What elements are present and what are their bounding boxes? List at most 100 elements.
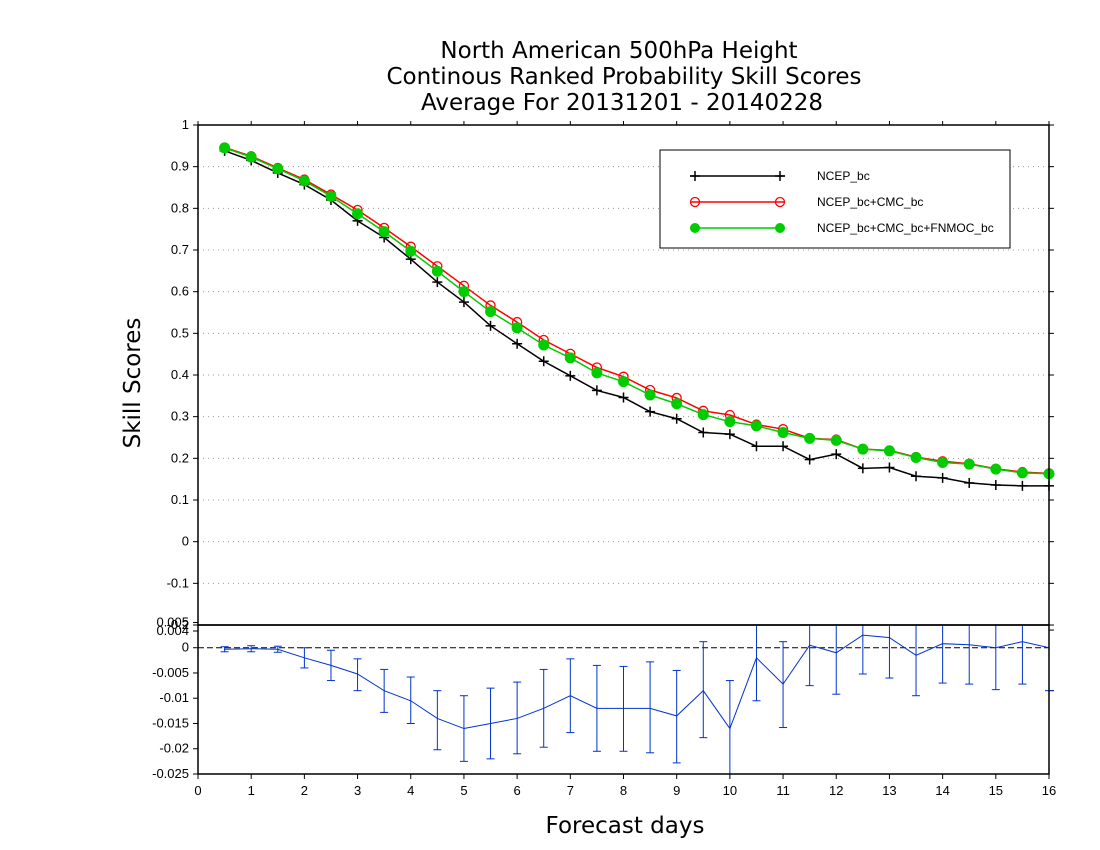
chart-title-line-1: North American 500hPa Height: [440, 38, 797, 64]
data-point: [485, 320, 496, 331]
y-tick-label: 0.5: [171, 325, 189, 340]
legend-marker: [774, 196, 786, 208]
data-point: [378, 226, 390, 238]
y-tick-label: 0.4: [171, 367, 189, 382]
data-point: [618, 392, 629, 403]
x-axis-title: Forecast days: [546, 813, 705, 839]
data-point: [831, 449, 842, 460]
y-tick-label: -0.1: [167, 575, 189, 590]
data-point: [565, 370, 576, 381]
y-tick-label: 0.2: [171, 450, 189, 465]
data-point: [724, 416, 736, 428]
main-plot-panel: 1 0.9 0.8 0.7 0.6 0.5 0.4 0.3 0.2 0.1 0 -0.1 -0.2: [167, 117, 1055, 632]
data-point: [750, 420, 762, 432]
data-point: [1016, 467, 1028, 479]
x-tick-label: 4: [407, 783, 414, 798]
diff-y-tick-label: 0: [182, 640, 189, 655]
data-point: [937, 472, 948, 483]
x-tick-label: 3: [354, 783, 361, 798]
data-point: [645, 406, 656, 417]
data-point: [937, 457, 949, 468]
data-point: [671, 398, 683, 410]
y-tick-label: 0.3: [171, 409, 189, 424]
diff-y-tick-label: -0.02: [159, 741, 189, 756]
data-point: [963, 458, 975, 470]
data-point: [485, 306, 497, 318]
data-point: [697, 409, 709, 421]
x-tick-label: 1: [248, 783, 255, 798]
data-point: [804, 454, 815, 465]
legend-marker: [690, 223, 700, 233]
x-tick-label: 6: [514, 783, 521, 798]
data-point: [591, 367, 603, 379]
data-point: [804, 432, 816, 444]
x-tick-label: 2: [301, 783, 308, 798]
x-tick-label: 11: [776, 783, 790, 798]
legend-label: NCEP_bc+CMC_bc+FNMOC_bc: [817, 221, 994, 235]
data-point: [883, 445, 895, 457]
data-point: [512, 338, 523, 349]
data-point: [911, 471, 922, 482]
data-point: [245, 151, 257, 163]
diff-y-tick-label: -0.01: [159, 690, 189, 705]
data-point: [698, 427, 709, 438]
data-point: [325, 190, 337, 202]
data-point: [1017, 480, 1028, 491]
y-tick-label: 0: [182, 534, 189, 549]
data-point: [272, 163, 284, 175]
data-point: [219, 142, 231, 154]
data-point: [618, 376, 629, 388]
data-point: [458, 297, 469, 308]
legend-label: NCEP_bc: [817, 169, 870, 183]
data-point: [778, 441, 789, 452]
data-point: [671, 413, 682, 424]
diff-y-tick-label: -0.025: [152, 766, 189, 781]
x-tick-label: 14: [935, 783, 949, 798]
x-tick-label: 13: [882, 783, 896, 798]
series-line-0: [224, 150, 1049, 487]
data-point: [857, 463, 868, 474]
data-point: [591, 385, 602, 396]
data-point: [777, 427, 789, 438]
y-tick-label: 0.9: [171, 159, 189, 174]
data-point: [458, 286, 470, 298]
chart-title-line-3: Average For 20131201 - 20140228: [421, 90, 823, 116]
data-point: [564, 352, 576, 364]
diff-y-tick-label: -0.015: [152, 715, 189, 730]
x-tick-label: 10: [723, 783, 737, 798]
x-tick-label: 15: [989, 783, 1003, 798]
data-point: [990, 463, 1002, 475]
data-point: [538, 339, 550, 351]
data-point: [910, 452, 922, 463]
x-tick-label: 16: [1042, 783, 1056, 798]
diff-y-tick-label: 0.005: [156, 614, 189, 629]
data-point: [990, 480, 1001, 490]
x-tick-label: 0: [194, 783, 201, 798]
x-tick-label: 8: [620, 783, 627, 798]
data-point: [538, 356, 549, 367]
data-point: [511, 322, 523, 334]
y-tick-label: -0.2: [167, 617, 189, 632]
data-point: [352, 208, 364, 220]
data-point: [884, 462, 895, 473]
diff-y-tick-label: -0.005: [152, 665, 189, 680]
data-point: [405, 245, 417, 257]
data-point: [432, 277, 443, 288]
data-point: [644, 389, 656, 401]
chart-title-line-2: Continous Ranked Probability Skill Score…: [386, 64, 861, 90]
data-point: [724, 429, 735, 440]
x-tick-label: 12: [829, 783, 843, 798]
data-point: [431, 265, 443, 277]
y-tick-label: 0.6: [171, 284, 189, 299]
x-tick-label: 7: [567, 783, 574, 798]
y-tick-label: 0.1: [171, 492, 189, 507]
legend-marker: [775, 223, 785, 233]
data-point: [830, 434, 842, 446]
y-axis-title: Skill Scores: [120, 318, 146, 449]
legend-marker: [689, 196, 701, 208]
legend-box: [659, 149, 1011, 249]
y-tick-label: 0.7: [171, 242, 189, 257]
data-point: [751, 441, 762, 452]
